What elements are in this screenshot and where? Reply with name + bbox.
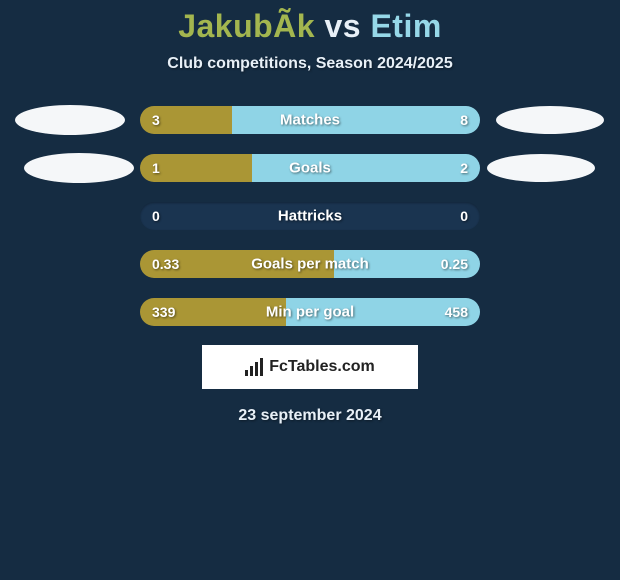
subtitle: Club competitions, Season 2024/2025: [0, 55, 620, 73]
stat-label: Goals per match: [251, 256, 369, 273]
player1-value: 3: [152, 112, 160, 128]
bar-chart-icon: [245, 358, 263, 376]
player1-marker-slot: [0, 153, 140, 183]
stats-list: 3 8 Matches 1 2 Goals 0 0 Hattricks 0.33 0.25 Goals…: [0, 105, 620, 327]
attribution-text: FcTables.com: [269, 358, 375, 376]
player1-value: 0: [152, 208, 160, 224]
stat-bar: 339 458 Min per goal: [140, 298, 480, 326]
stat-bar-slot: 339 458 Min per goal: [140, 298, 480, 326]
player2-value: 458: [445, 304, 468, 320]
player2-marker: [487, 154, 595, 182]
player2-value: 8: [460, 112, 468, 128]
stat-label: Goals: [289, 160, 331, 177]
stat-row: 339 458 Min per goal: [0, 297, 620, 327]
stat-label: Hattricks: [278, 208, 342, 225]
player1-marker: [15, 105, 125, 135]
stat-label: Matches: [280, 112, 340, 129]
player2-value: 0: [460, 208, 468, 224]
player2-segment: [252, 154, 480, 182]
player2-value: 0.25: [441, 256, 468, 272]
page-title: JakubÃ­k vs Etim: [0, 8, 620, 45]
stat-bar: 1 2 Goals: [140, 154, 480, 182]
stat-bar-slot: 0.33 0.25 Goals per match: [140, 250, 480, 278]
player2-marker-slot: [480, 298, 620, 326]
player2-marker: [496, 106, 604, 134]
stat-row: 1 2 Goals: [0, 153, 620, 183]
player1-name: JakubÃ­k: [178, 8, 315, 44]
player2-name: Etim: [370, 8, 441, 44]
stat-bar: 0.33 0.25 Goals per match: [140, 250, 480, 278]
stat-bar: 3 8 Matches: [140, 106, 480, 134]
player2-marker-slot: [480, 106, 620, 134]
player1-value: 0.33: [152, 256, 179, 272]
stat-row: 0.33 0.25 Goals per match: [0, 249, 620, 279]
player2-segment: [232, 106, 480, 134]
stat-bar: 0 0 Hattricks: [140, 202, 480, 230]
player1-value: 339: [152, 304, 175, 320]
stat-row: 3 8 Matches: [0, 105, 620, 135]
player2-marker-slot: [480, 250, 620, 278]
snapshot-date: 23 september 2024: [0, 407, 620, 425]
stat-row: 0 0 Hattricks: [0, 201, 620, 231]
stat-bar-slot: 1 2 Goals: [140, 154, 480, 182]
player1-marker-slot: [0, 105, 140, 135]
stat-label: Min per goal: [266, 304, 354, 321]
player2-marker-slot: [480, 202, 620, 230]
player1-marker: [24, 153, 134, 183]
comparison-widget: JakubÃ­k vs Etim Club competitions, Seas…: [0, 0, 620, 425]
player2-marker-slot: [480, 154, 620, 182]
player2-value: 2: [460, 160, 468, 176]
stat-bar-slot: 0 0 Hattricks: [140, 202, 480, 230]
player1-marker-slot: [0, 201, 140, 231]
vs-text: vs: [324, 8, 361, 44]
player1-marker-slot: [0, 249, 140, 279]
player1-marker-slot: [0, 297, 140, 327]
stat-bar-slot: 3 8 Matches: [140, 106, 480, 134]
player1-value: 1: [152, 160, 160, 176]
attribution-badge: FcTables.com: [202, 345, 418, 389]
